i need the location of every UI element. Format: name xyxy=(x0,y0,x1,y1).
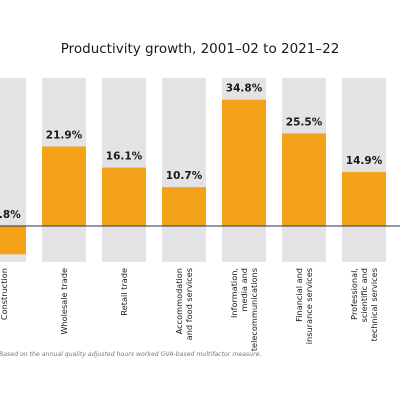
background-column-accommodation-food xyxy=(162,78,206,262)
bar-financial-insurance xyxy=(282,133,326,226)
category-label-line: scientific and xyxy=(359,268,369,322)
category-label-construction: Construction xyxy=(0,268,9,320)
bar-construction xyxy=(0,226,26,255)
category-label-line: telecommunications xyxy=(249,268,259,351)
category-label-accommodation-food: Accommodation and food services xyxy=(174,268,194,340)
category-label-line: Construction xyxy=(0,268,9,320)
category-label-professional-services: Professional, scientific and technical ser… xyxy=(349,268,379,341)
category-label-line: Financial and xyxy=(294,268,304,322)
value-label-retail-trade: 16.1% xyxy=(106,151,143,163)
background-column-professional-services xyxy=(342,78,386,262)
value-label-financial-insurance: 25.5% xyxy=(286,116,323,128)
value-label-professional-services: 14.9% xyxy=(346,155,383,167)
bar-accommodation-food xyxy=(162,187,206,226)
footnote: Based on the annual quality adjusted hou… xyxy=(0,350,261,358)
category-label-line: Professional, xyxy=(349,268,359,320)
value-label-accommodation-food: 10.7% xyxy=(166,170,203,182)
category-label-line: and food services xyxy=(184,268,194,340)
category-labels: Construction Wholesale trade Retail trade A… xyxy=(0,268,379,351)
category-label-line: technical services xyxy=(369,268,379,341)
category-label-line: insurance services xyxy=(304,268,314,344)
category-label-information-media: Information, media and telecommunications xyxy=(229,268,259,351)
bars xyxy=(0,99,386,255)
value-label-construction: -7.8% xyxy=(0,209,21,221)
category-label-line: Accommodation xyxy=(174,268,184,334)
category-label-line: media and xyxy=(239,268,249,312)
chart-title: Productivity growth, 2001–02 to 2021–22 xyxy=(61,41,340,57)
bar-information-media xyxy=(222,99,266,226)
value-label-wholesale-trade: 21.9% xyxy=(46,130,83,142)
category-label-retail-trade: Retail trade xyxy=(119,268,129,316)
category-label-wholesale-trade: Wholesale trade xyxy=(59,268,69,335)
category-label-financial-insurance: Financial and insurance services xyxy=(294,268,314,344)
category-label-line: Retail trade xyxy=(119,268,129,316)
bar-retail-trade xyxy=(102,167,146,226)
value-label-information-media: 34.8% xyxy=(226,83,263,95)
category-label-line: Information, xyxy=(229,268,239,318)
value-labels: -7.8% 21.9% 16.1% 10.7% 34.8% 25.5% 14.9% xyxy=(0,83,383,221)
bar-professional-services xyxy=(342,171,386,226)
bar-wholesale-trade xyxy=(42,146,86,226)
category-label-line: Wholesale trade xyxy=(59,268,69,335)
